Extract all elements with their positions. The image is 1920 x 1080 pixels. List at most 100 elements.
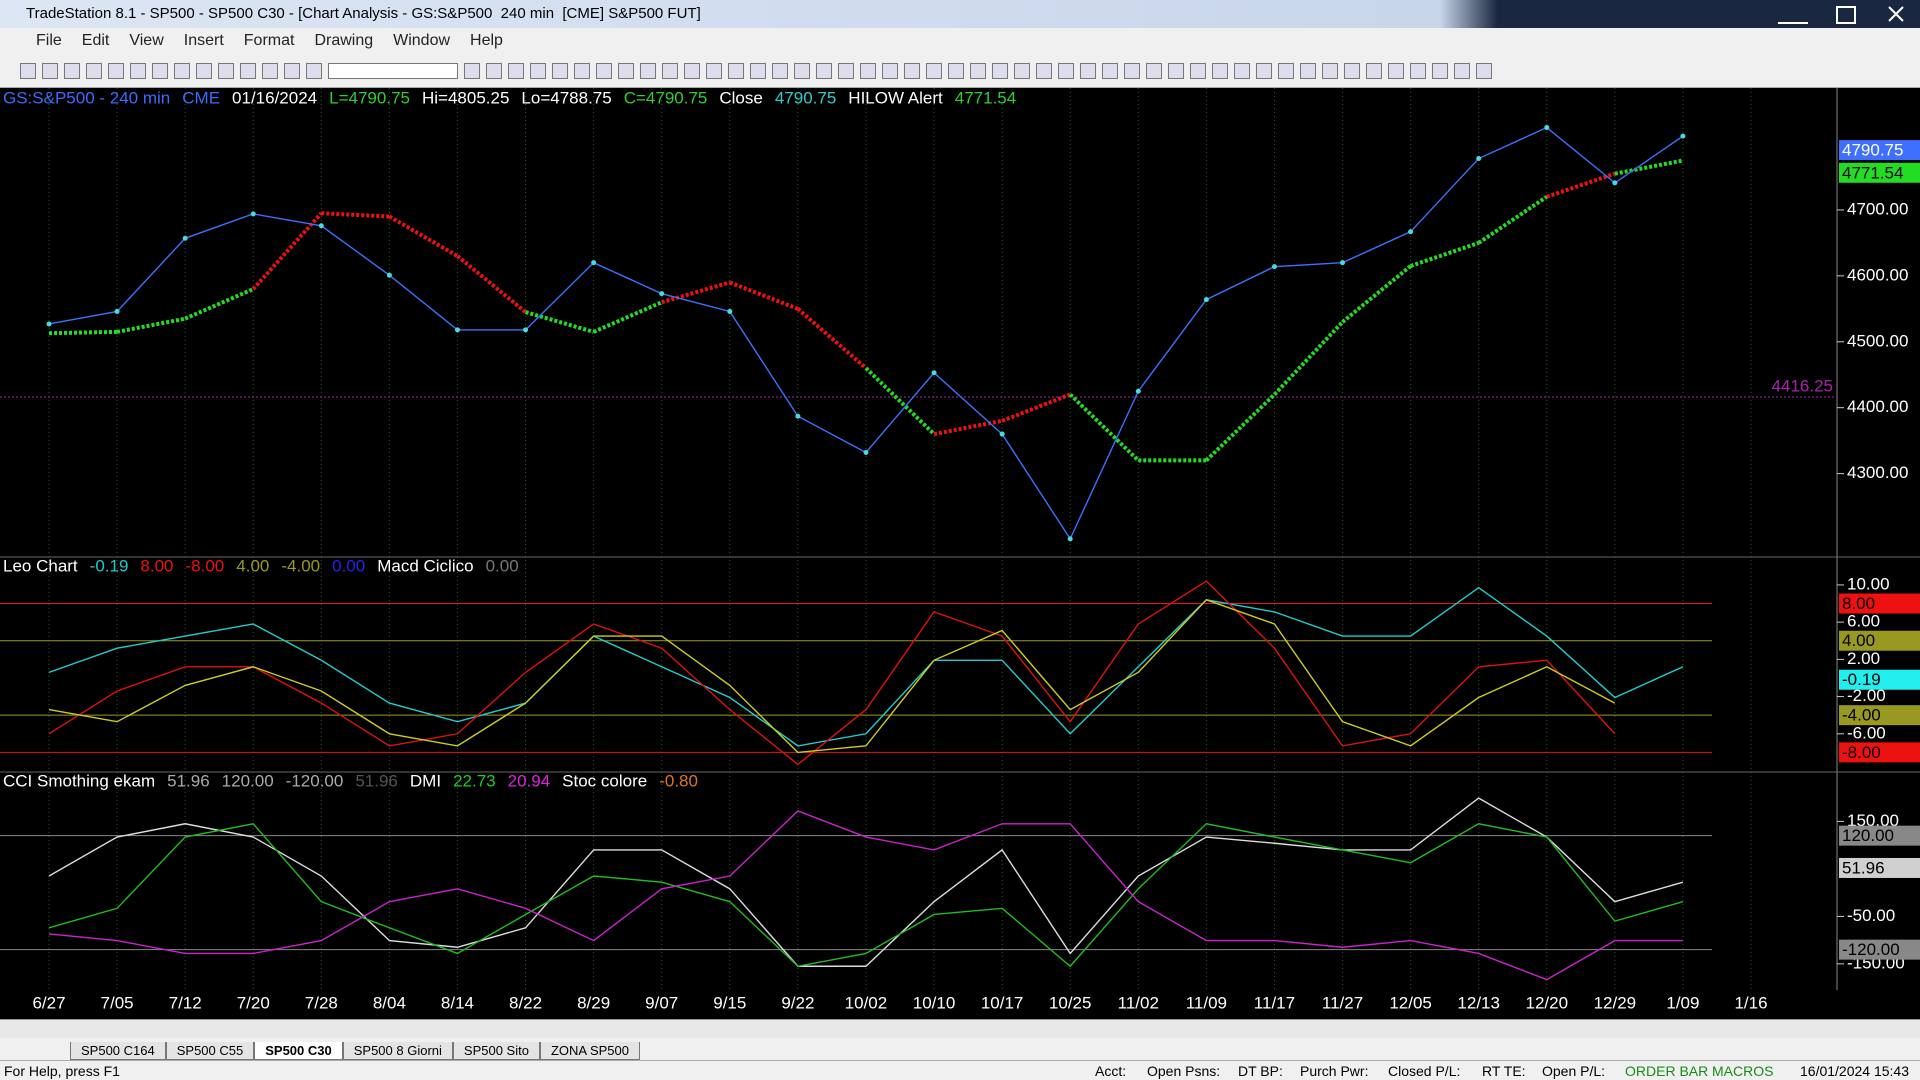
minimize-button[interactable] bbox=[1778, 4, 1808, 24]
toolbar-icon[interactable] bbox=[1036, 62, 1052, 79]
toolbar-icon[interactable] bbox=[1234, 62, 1250, 79]
close-button[interactable] bbox=[1872, 0, 1920, 28]
y-tick-label: 10.00 bbox=[1847, 574, 1890, 593]
toolbar-icon[interactable] bbox=[618, 62, 634, 79]
toolbar-icon[interactable] bbox=[992, 62, 1008, 79]
x-tick-label: 8/22 bbox=[509, 993, 542, 1012]
toolbar-icon[interactable] bbox=[1344, 62, 1360, 79]
toolbar-icon[interactable] bbox=[42, 62, 58, 79]
toolbar-icon[interactable] bbox=[1476, 62, 1492, 79]
order-bar[interactable]: ORDER BAR bbox=[1625, 1063, 1709, 1079]
menu-item[interactable]: Insert bbox=[183, 32, 224, 49]
toolbar-icon[interactable] bbox=[1212, 62, 1228, 79]
toolbar-icon[interactable] bbox=[1124, 62, 1140, 79]
toolbar-icon[interactable] bbox=[1278, 62, 1294, 79]
price-point bbox=[318, 223, 324, 229]
toolbar-icon[interactable] bbox=[1454, 62, 1470, 79]
toolbar-icon[interactable] bbox=[130, 62, 146, 79]
toolbar-icon[interactable] bbox=[108, 62, 124, 79]
tab[interactable]: ZONA SP500 bbox=[539, 1042, 640, 1060]
menu-bar: File Edit View Insert Format Drawing Window Hel… bbox=[0, 28, 1920, 54]
toolbar-icon[interactable] bbox=[1014, 62, 1030, 79]
status-field: RT TE: bbox=[1482, 1063, 1526, 1079]
toolbar-icon[interactable] bbox=[262, 62, 278, 79]
hilow-segment bbox=[1001, 392, 1071, 423]
menu-item[interactable]: View bbox=[129, 32, 164, 49]
toolbar-icon[interactable] bbox=[948, 62, 964, 79]
toolbar-icon[interactable] bbox=[750, 62, 766, 79]
toolbar-icon[interactable] bbox=[860, 62, 876, 79]
tab[interactable]: SP500 C30 bbox=[254, 1042, 343, 1060]
toolbar-icon[interactable] bbox=[794, 62, 810, 79]
toolbar-icon[interactable] bbox=[1080, 62, 1096, 79]
toolbar-icon[interactable] bbox=[838, 62, 854, 79]
toolbar-icon[interactable] bbox=[1410, 62, 1426, 79]
toolbar-icon[interactable] bbox=[464, 62, 480, 79]
toolbar-icon[interactable] bbox=[1190, 62, 1206, 79]
menu-item[interactable]: Format bbox=[243, 32, 295, 49]
legend-text: -8.00 bbox=[186, 556, 225, 575]
toolbar-icon[interactable] bbox=[1168, 62, 1184, 79]
tab[interactable]: SP500 Sito bbox=[452, 1042, 540, 1060]
toolbar-icon[interactable] bbox=[970, 62, 986, 79]
toolbar-icon[interactable] bbox=[1058, 62, 1074, 79]
tab[interactable]: SP500 C55 bbox=[165, 1042, 255, 1060]
toolbar-icon[interactable] bbox=[926, 62, 942, 79]
price-point bbox=[1476, 156, 1482, 162]
toolbar-icon[interactable] bbox=[240, 62, 256, 79]
toolbar-icon[interactable] bbox=[1102, 62, 1118, 79]
toolbar-icon[interactable] bbox=[596, 62, 612, 79]
x-tick-label: 1/09 bbox=[1666, 993, 1699, 1012]
toolbar-icon[interactable] bbox=[772, 62, 788, 79]
toolbar-icon[interactable] bbox=[1256, 62, 1272, 79]
toolbar-icon[interactable] bbox=[1366, 62, 1382, 79]
toolbar-icon[interactable] bbox=[1322, 62, 1338, 79]
hilow-segment bbox=[1477, 195, 1548, 245]
toolbar-icon[interactable] bbox=[486, 62, 502, 79]
indicator-line bbox=[48, 580, 1616, 766]
macros[interactable]: MACROS bbox=[1712, 1063, 1774, 1079]
toolbar-icon[interactable] bbox=[1300, 62, 1316, 79]
toolbar-icon[interactable] bbox=[706, 62, 722, 79]
toolbar-icon[interactable] bbox=[574, 62, 590, 79]
toolbar-icon[interactable] bbox=[284, 62, 300, 79]
toolbar-icon[interactable] bbox=[552, 62, 568, 79]
toolbar-icon[interactable] bbox=[152, 62, 168, 79]
price-point bbox=[46, 321, 52, 327]
toolbar-icon[interactable] bbox=[1388, 62, 1404, 79]
menu-item[interactable]: Edit bbox=[81, 32, 110, 49]
hilow-segment bbox=[321, 211, 390, 219]
legend-text: Macd Ciclico bbox=[377, 556, 473, 575]
tab[interactable]: SP500 8 Giorni bbox=[342, 1042, 453, 1060]
toolbar-icon[interactable] bbox=[20, 62, 36, 79]
price-point bbox=[114, 308, 120, 314]
menu-item[interactable]: File bbox=[36, 32, 62, 49]
toolbar-icon[interactable] bbox=[684, 62, 700, 79]
indicator-line bbox=[48, 797, 1684, 967]
menu-item[interactable]: Help bbox=[470, 32, 503, 49]
toolbar-icon[interactable] bbox=[640, 62, 656, 79]
toolbar-icon[interactable] bbox=[904, 62, 920, 79]
maximize-button[interactable] bbox=[1836, 6, 1856, 24]
menu-item[interactable]: Drawing bbox=[314, 32, 374, 49]
scrollbar[interactable] bbox=[0, 1019, 1920, 1038]
toolbar-icon[interactable] bbox=[64, 62, 80, 79]
toolbar-icon[interactable] bbox=[816, 62, 832, 79]
toolbar-icon[interactable] bbox=[328, 62, 458, 79]
toolbar-icon[interactable] bbox=[508, 62, 524, 79]
toolbar-icon[interactable] bbox=[882, 62, 898, 79]
toolbar-icon[interactable] bbox=[530, 62, 546, 79]
tab[interactable]: SP500 C164 bbox=[70, 1042, 166, 1060]
toolbar-icon[interactable] bbox=[662, 62, 678, 79]
toolbar-icon[interactable] bbox=[1146, 62, 1162, 79]
toolbar-icon[interactable] bbox=[728, 62, 744, 79]
toolbar-icon[interactable] bbox=[86, 62, 102, 79]
toolbar-icon[interactable] bbox=[196, 62, 212, 79]
menu-item[interactable]: Window bbox=[393, 32, 451, 49]
legend-text: 4790.75 bbox=[775, 88, 836, 107]
legend-text: 120.00 bbox=[222, 771, 274, 790]
toolbar-icon[interactable] bbox=[306, 62, 322, 79]
toolbar-icon[interactable] bbox=[1432, 62, 1448, 79]
toolbar-icon[interactable] bbox=[174, 62, 190, 79]
toolbar-icon[interactable] bbox=[218, 62, 234, 79]
